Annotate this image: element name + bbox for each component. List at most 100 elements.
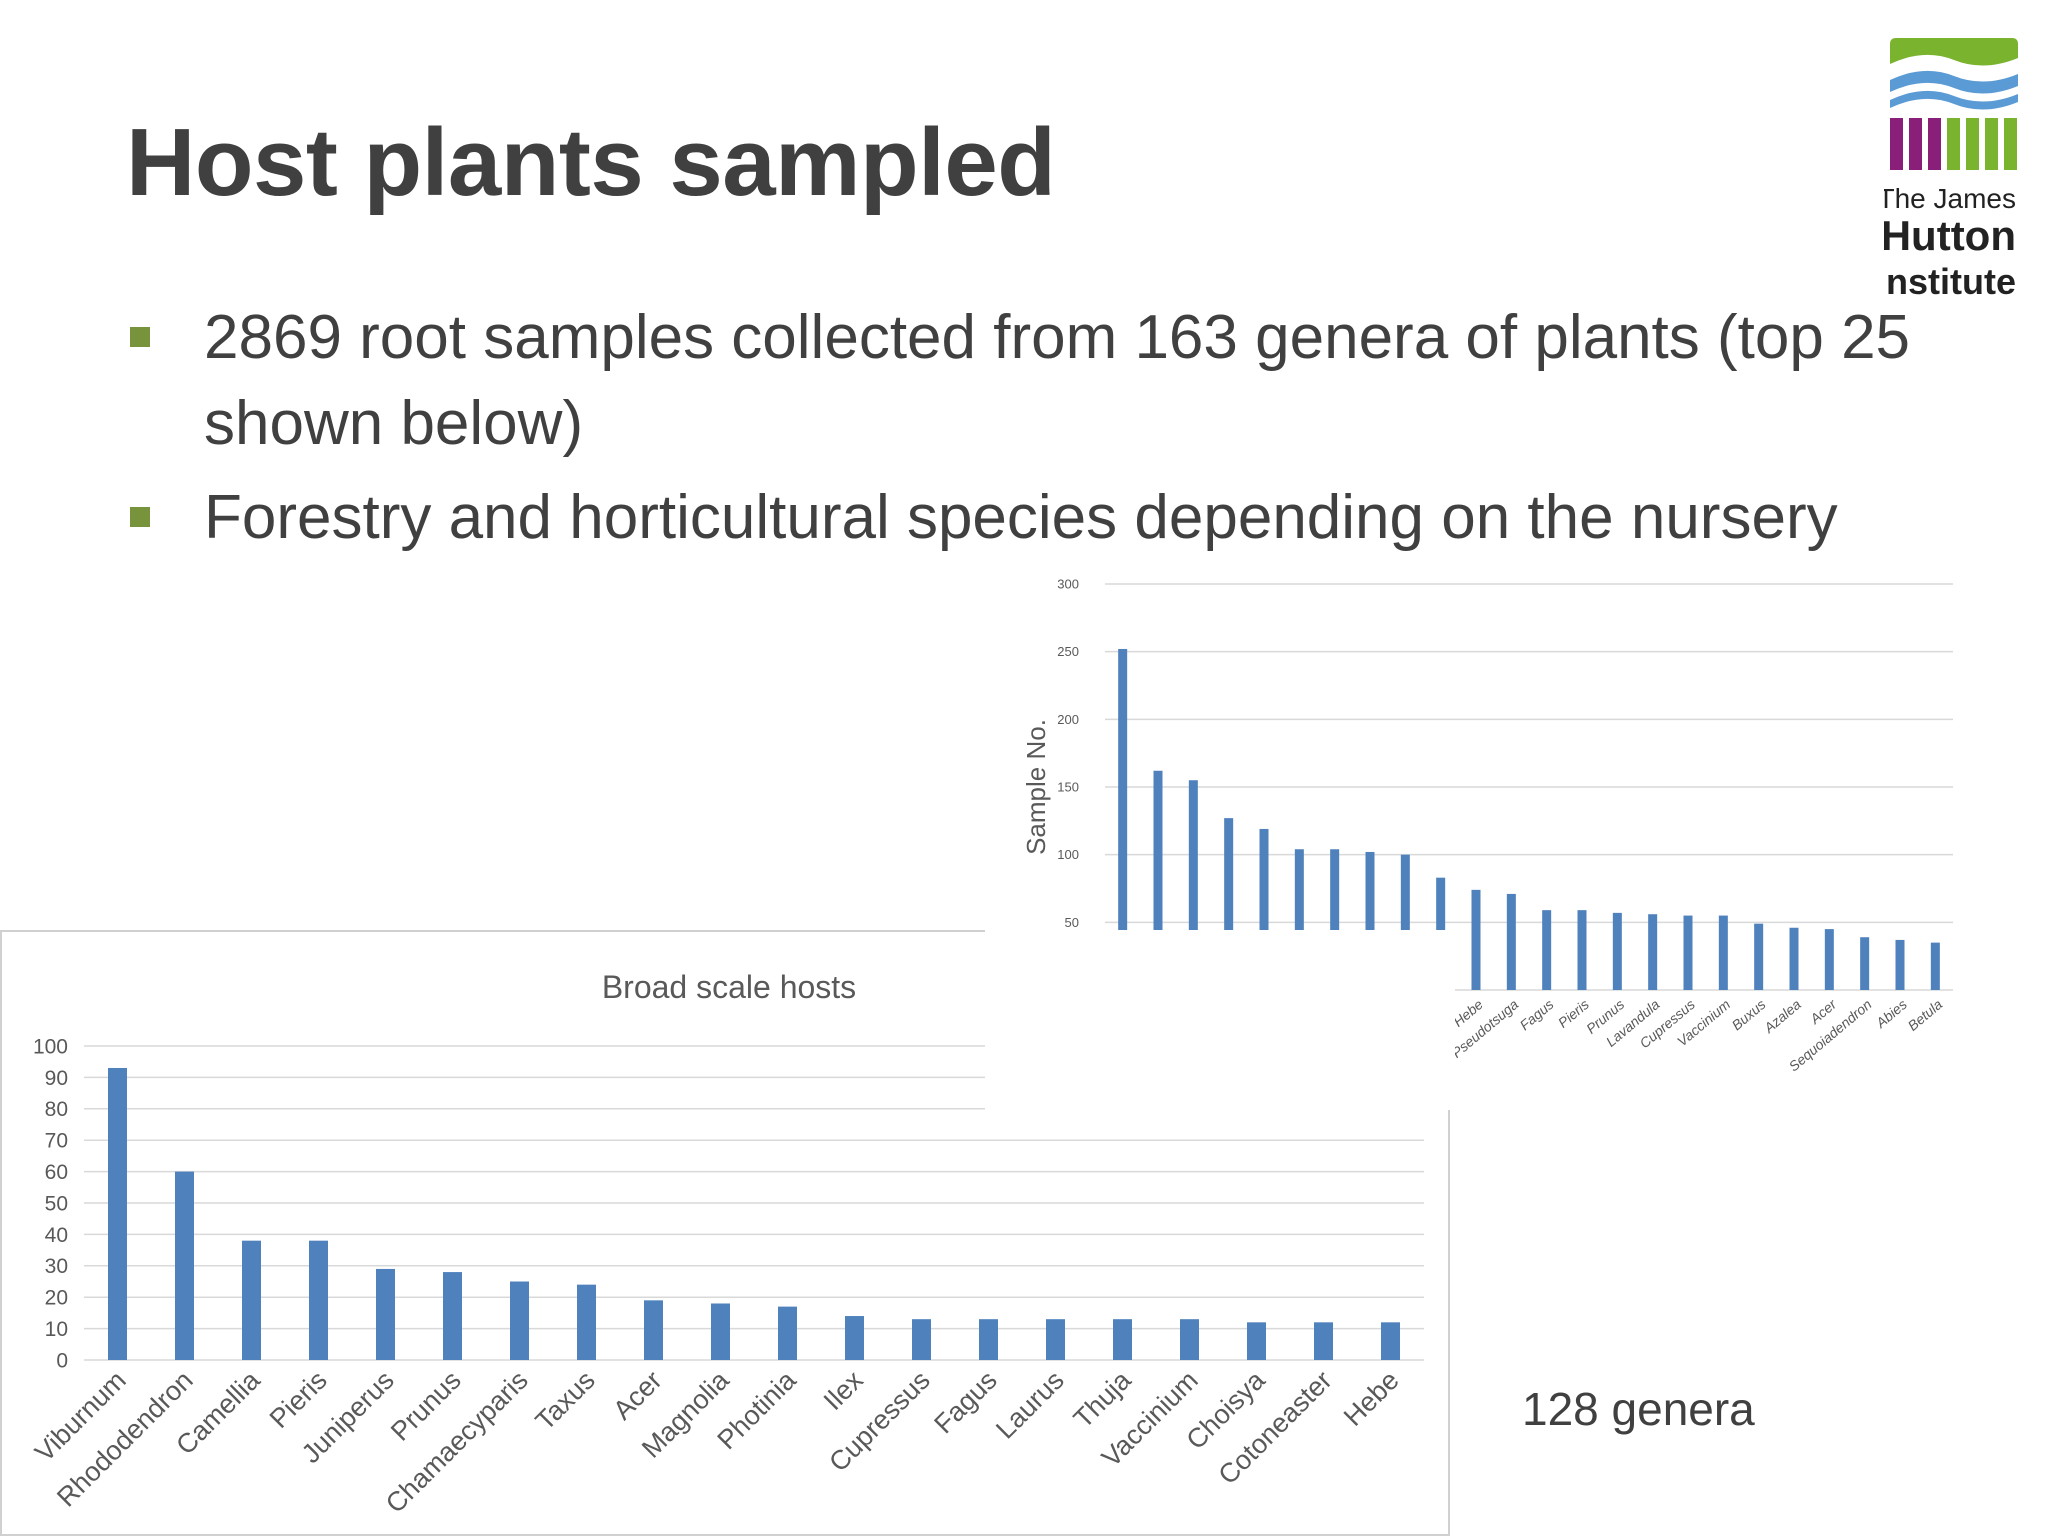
bar-viburnum bbox=[1188, 780, 1198, 990]
x-tick-label: Buxus bbox=[1728, 996, 1768, 1033]
bar-prunus bbox=[443, 1272, 462, 1360]
x-tick-label: Taxus bbox=[530, 1365, 601, 1436]
logo-bar bbox=[1928, 118, 1941, 170]
bar-photinia bbox=[778, 1306, 797, 1360]
chart-overlap-background bbox=[985, 930, 1455, 1110]
y-tick-label: 30 bbox=[45, 1255, 68, 1278]
bullet-text: 2869 root samples collected from 163 gen… bbox=[204, 303, 1911, 458]
logo-bar bbox=[1890, 118, 1903, 170]
bar-pinus bbox=[1224, 818, 1234, 990]
logo-green-wave bbox=[1890, 38, 2018, 66]
bar-juniperus bbox=[376, 1268, 395, 1360]
y-tick-label: 150 bbox=[1057, 780, 1079, 795]
y-tick-label: 250 bbox=[1057, 644, 1079, 659]
y-tick-label: 90 bbox=[45, 1067, 68, 1090]
bar-acer bbox=[1824, 929, 1834, 990]
y-tick-label: 20 bbox=[45, 1287, 68, 1310]
bar-hebe bbox=[1471, 889, 1481, 990]
x-tick-label: Abies bbox=[1872, 996, 1910, 1031]
bar-acer bbox=[644, 1300, 663, 1360]
bar-choisya bbox=[1247, 1322, 1266, 1360]
y-tick-label: 80 bbox=[45, 1098, 68, 1121]
y-tick-label: 300 bbox=[1057, 577, 1079, 592]
bar-viburnum bbox=[108, 1067, 127, 1360]
y-tick-label: 200 bbox=[1057, 712, 1079, 727]
y-tick-label: 10 bbox=[45, 1318, 68, 1341]
bar-abies bbox=[1895, 939, 1905, 990]
y-tick-label: 70 bbox=[45, 1130, 68, 1153]
bar-cupressus bbox=[1683, 915, 1693, 990]
y-axis-label: Sample No. bbox=[1021, 719, 1051, 855]
bar-cotoneaster bbox=[1314, 1322, 1333, 1360]
bar-taxus bbox=[1153, 770, 1163, 990]
bar-azalea bbox=[1789, 927, 1799, 990]
bar-taxus bbox=[577, 1284, 596, 1360]
bar-fagus bbox=[979, 1319, 998, 1360]
x-tick-label: Fagus bbox=[1516, 996, 1556, 1033]
logo-bar bbox=[1985, 118, 1998, 170]
logo-bars bbox=[1890, 118, 2017, 170]
bar-camellia bbox=[242, 1240, 261, 1360]
slide-title: Host plants sampled bbox=[126, 109, 1056, 216]
y-tick-label: 0 bbox=[56, 1349, 68, 1372]
bar-pieris bbox=[1577, 910, 1587, 990]
logo-blue-wave-2 bbox=[1890, 90, 2018, 110]
bullet-text: Forestry and horticultural species depen… bbox=[204, 483, 1838, 552]
y-tick-label: 50 bbox=[1065, 915, 1079, 930]
logo-mark: The James Hutton Institute bbox=[1876, 38, 2018, 302]
bar-camellia bbox=[1294, 849, 1304, 990]
bar-buxus bbox=[1754, 923, 1764, 990]
bar-quercus bbox=[1330, 849, 1340, 990]
logo-bar bbox=[2004, 118, 2017, 170]
bar-chamaecyparis bbox=[1400, 854, 1410, 990]
bar-pieris bbox=[309, 1240, 328, 1360]
bullet-marker bbox=[130, 507, 150, 527]
y-tick-label: 50 bbox=[45, 1192, 68, 1215]
bar-sequoiadendron bbox=[1860, 937, 1870, 990]
x-tick-label: Laurus bbox=[990, 1365, 1070, 1445]
x-tick-label: Betula bbox=[1905, 996, 1946, 1034]
x-tick-label: Hebe bbox=[1338, 1365, 1405, 1432]
bar-thuja bbox=[1113, 1319, 1132, 1360]
bar-prunus bbox=[1612, 912, 1622, 990]
bar-rhododendron bbox=[175, 1171, 194, 1360]
bar-lavandula bbox=[1648, 914, 1658, 990]
y-tick-label: 60 bbox=[45, 1161, 68, 1184]
bar-fagus bbox=[1542, 910, 1552, 990]
genera-count-note: 128 genera bbox=[1522, 1383, 1755, 1435]
bar-laurus bbox=[1046, 1319, 1065, 1360]
bar-hebe bbox=[1381, 1322, 1400, 1360]
bar-magnolia bbox=[711, 1303, 730, 1360]
x-tick-label: Azalea bbox=[1760, 996, 1804, 1037]
bar-vaccinium bbox=[1718, 915, 1728, 990]
bar-vaccinium bbox=[1180, 1319, 1199, 1360]
logo-text-line2: Hutton bbox=[1884, 212, 2016, 259]
chart-title: Broad scale hosts bbox=[602, 969, 856, 1005]
chart-broad-scale-hosts: Broad scale hosts 0 10 20 30 40 50 60 70 80 90 100 V… bbox=[0, 930, 1450, 1536]
bullet-list: 2869 root samples collected from 163 gen… bbox=[128, 295, 1988, 569]
y-tick-label: 100 bbox=[1057, 847, 1079, 862]
bar-juniperus bbox=[1118, 648, 1128, 990]
bullet-item: Forestry and horticultural species depen… bbox=[128, 475, 1988, 561]
logo-text-line3: Institute bbox=[1884, 261, 2016, 302]
y-tick-label: 100 bbox=[33, 1035, 68, 1058]
bar-ilex bbox=[845, 1316, 864, 1360]
bar-chamaecyparis bbox=[510, 1281, 529, 1360]
y-tick-label: 40 bbox=[45, 1224, 68, 1247]
logo-bar bbox=[1909, 118, 1922, 170]
bar-pseudotsuga bbox=[1506, 893, 1516, 990]
bullet-item: 2869 root samples collected from 163 gen… bbox=[128, 295, 1988, 467]
x-tick-label: Fagus bbox=[928, 1365, 1002, 1439]
logo-bar bbox=[1966, 118, 1979, 170]
logo-bar bbox=[1947, 118, 1960, 170]
chart-broad-svg: Broad scale hosts0102030405060708090100V… bbox=[29, 969, 1424, 1519]
bar-cupressus bbox=[912, 1319, 931, 1360]
bar-betula bbox=[1930, 942, 1940, 990]
bullet-marker bbox=[130, 327, 150, 347]
bar-picea bbox=[1365, 851, 1375, 990]
institute-logo: The James Hutton Institute bbox=[1876, 36, 2024, 306]
logo-blue-wave bbox=[1890, 70, 2018, 94]
bar-rhododendron bbox=[1259, 828, 1269, 990]
x-tick-label: Ilex bbox=[818, 1365, 869, 1416]
logo-text-line1: The James bbox=[1884, 183, 2016, 214]
